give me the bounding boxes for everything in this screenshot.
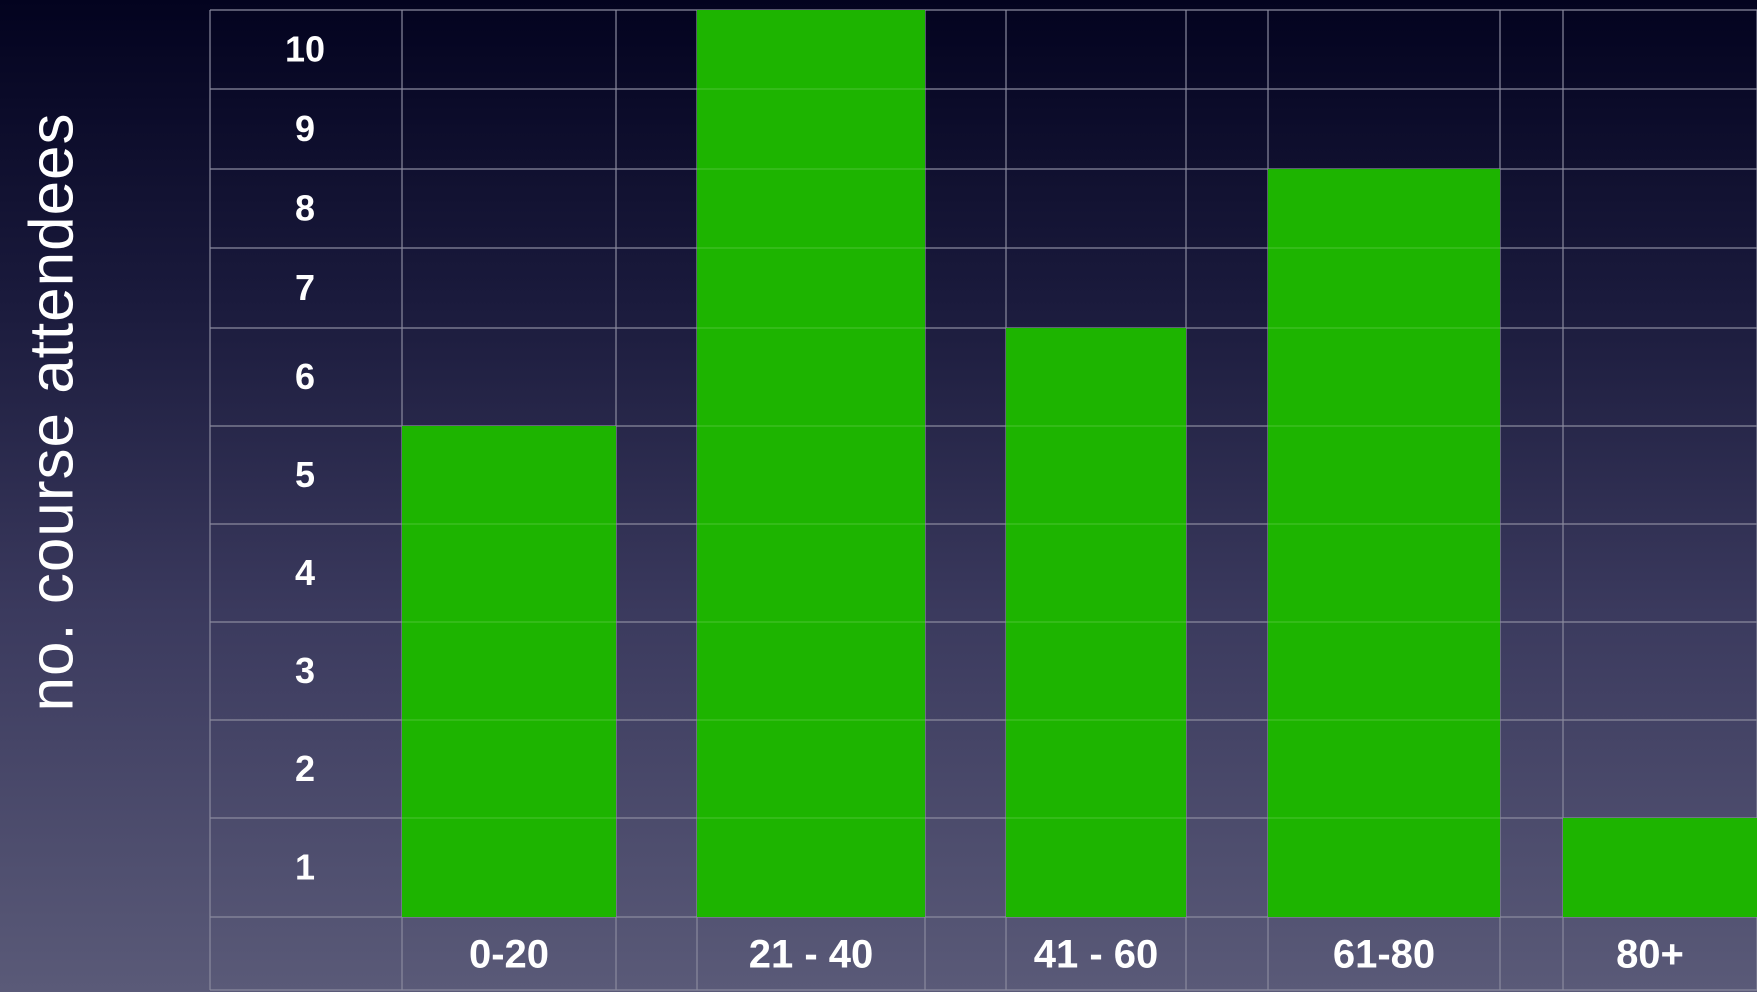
y-tick-label: 3 — [295, 650, 315, 691]
y-tick-label: 6 — [295, 356, 315, 397]
x-tick-label: 80+ — [1616, 933, 1684, 977]
bar-21-40 — [697, 10, 925, 917]
y-tick-label: 10 — [285, 29, 325, 70]
bar-80+ — [1563, 818, 1757, 917]
y-tick-label: 2 — [295, 748, 315, 789]
bar-61-80 — [1268, 169, 1500, 917]
y-tick-label: 9 — [295, 108, 315, 149]
y-tick-label: 1 — [295, 847, 315, 888]
y-tick-label: 7 — [295, 267, 315, 308]
y-tick-label: 4 — [295, 552, 315, 593]
x-tick-label: 61-80 — [1333, 933, 1435, 977]
bar-0-20 — [402, 426, 616, 917]
y-tick-label: 8 — [295, 188, 315, 229]
x-tick-label: 41 - 60 — [1034, 933, 1159, 977]
y-tick-label: 5 — [295, 454, 315, 495]
x-tick-label: 21 - 40 — [749, 933, 874, 977]
x-tick-label: 0-20 — [469, 933, 549, 977]
